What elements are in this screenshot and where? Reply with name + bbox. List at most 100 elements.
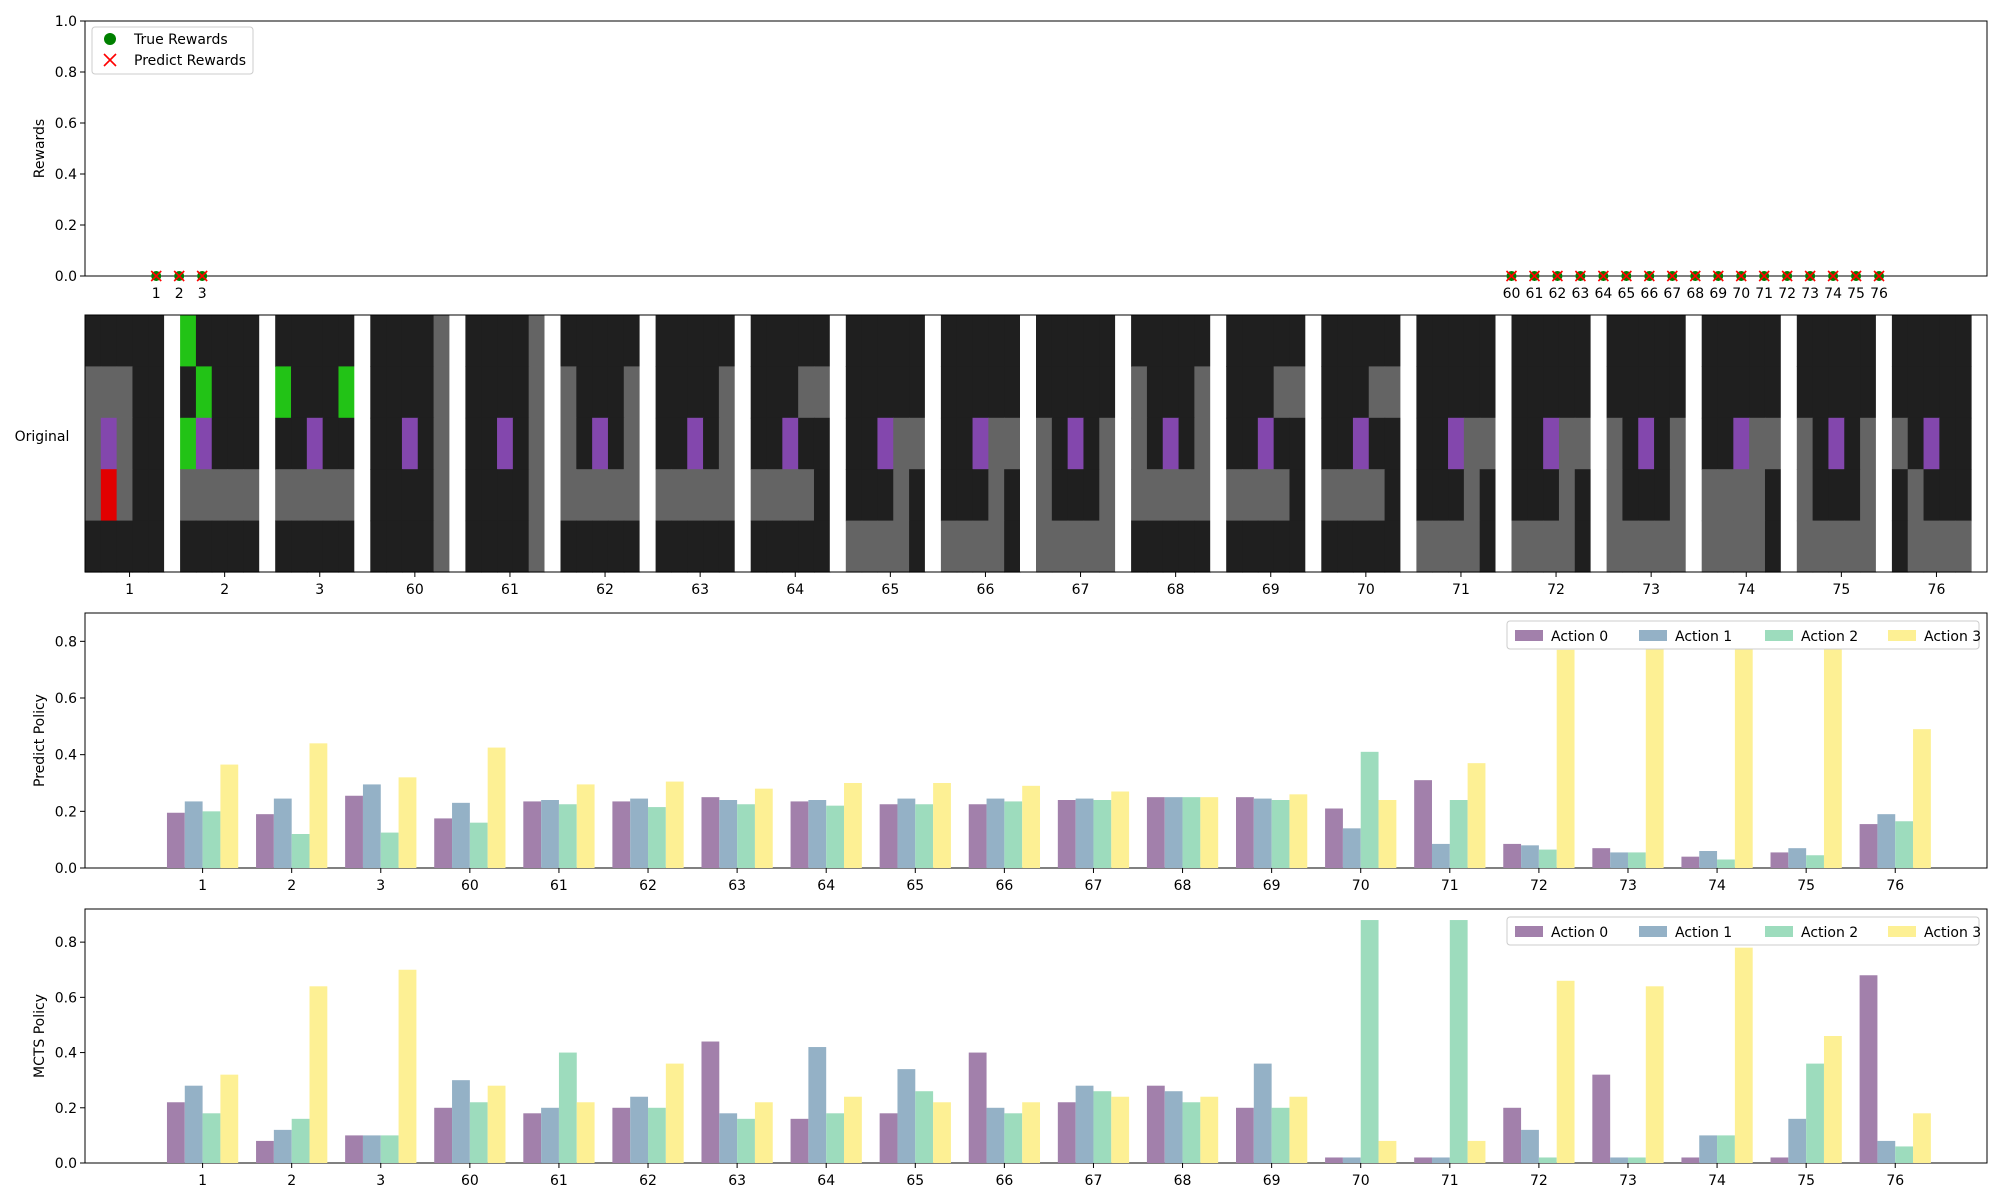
legend-true-rewards-marker [104, 33, 116, 45]
grid-cell [940, 315, 958, 367]
grid-cell [1099, 315, 1116, 367]
grid-cell [1226, 520, 1243, 573]
grid-cell [116, 469, 134, 522]
rewards-ytick-label: 0.8 [55, 65, 77, 81]
grid-cell [1242, 417, 1259, 470]
grid-cell [1749, 520, 1766, 573]
mcts-bar [523, 1113, 542, 1163]
grid-cell [211, 469, 229, 522]
frame-1 [85, 315, 165, 573]
legend-predict-rewards-marker [103, 53, 117, 67]
rewards-ytick-label: 1.0 [55, 14, 77, 30]
grid-cell [1384, 315, 1401, 367]
grid-cell [576, 417, 593, 470]
predict-reward-point [1574, 270, 1586, 282]
grid-cell [1178, 366, 1195, 419]
rewards-legend-box [91, 26, 254, 75]
grid-cell [718, 417, 736, 470]
predict-xtick-label: 75 [1797, 878, 1815, 894]
grid-cell [1701, 520, 1719, 573]
grid-cell [1479, 469, 1497, 522]
grid-cell [1131, 315, 1148, 367]
predict-bar [915, 804, 934, 868]
grid-cell [861, 520, 879, 573]
grid-cell [1321, 417, 1338, 470]
grid-cell [655, 469, 673, 522]
grid-cell [1432, 366, 1449, 419]
grid-cell [528, 366, 546, 419]
predict-bar [612, 801, 631, 868]
grid-cell [180, 315, 197, 367]
grid-cell [1004, 315, 1021, 367]
predict-ytick-label: 0.8 [55, 634, 77, 650]
grid-cell [861, 469, 879, 522]
predict-xtick-label: 60 [461, 878, 479, 894]
predict-bar [487, 747, 506, 868]
mcts-bar [701, 1041, 720, 1163]
frame-xtick-label: 76 [1928, 582, 1946, 598]
grid-cell [1764, 366, 1782, 419]
grid-cell [465, 417, 482, 470]
mcts-bar [879, 1113, 898, 1163]
mcts-xtick-label: 72 [1530, 1173, 1548, 1189]
mcts-legend-swatch [1515, 926, 1543, 937]
grid-cell [1416, 469, 1433, 522]
grid-cell [1860, 417, 1877, 470]
grid-cell [180, 366, 197, 419]
predict-legend-label: Action 2 [1801, 629, 1858, 645]
grid-cell [1051, 469, 1069, 522]
frame-xtick-label: 73 [1642, 582, 1660, 598]
frame-separator [1305, 315, 1322, 572]
mcts-bar [630, 1096, 649, 1163]
grid-cell [1606, 315, 1624, 367]
grid-cell [1891, 469, 1909, 522]
predict-bar [1414, 780, 1432, 868]
mcts-bar [1431, 1157, 1450, 1163]
grid-cell [1638, 315, 1655, 367]
grid-cell [1891, 417, 1909, 470]
grid-cell [623, 366, 641, 419]
predict-xtick-label: 62 [639, 878, 657, 894]
grid-cell [1606, 520, 1624, 573]
mcts-xtick-label: 70 [1352, 1173, 1370, 1189]
grid-cell [1574, 315, 1592, 367]
grid-cell [132, 417, 149, 470]
grid-cell [909, 520, 926, 573]
grid-cell [607, 366, 625, 419]
mcts-legend: Action 0 Action 1 Action 2 Action 3 [1506, 916, 1981, 946]
frame-separator [1780, 315, 1797, 572]
rewards-xtick-label: 63 [1571, 286, 1589, 302]
rewards-xtick-label: 72 [1778, 286, 1796, 302]
mcts-bar [1734, 947, 1753, 1163]
frame-76 [1891, 315, 1972, 573]
grid-cell [1289, 366, 1306, 419]
mcts-legend-swatch [1765, 926, 1793, 937]
grid-cell [1764, 417, 1782, 470]
grid-cell [592, 417, 609, 470]
grid-cell [1701, 366, 1719, 419]
grid-cell [766, 520, 783, 573]
grid-cell [1352, 469, 1370, 522]
grid-cell [592, 366, 609, 419]
grid-cell [1654, 469, 1671, 522]
grid-cell [85, 469, 102, 522]
grid-cell [623, 417, 641, 470]
grid-cell [1907, 469, 1925, 522]
predict-bar [291, 834, 310, 868]
grid-cell [750, 315, 768, 367]
grid-cell [243, 366, 260, 419]
grid-cell [1099, 366, 1116, 419]
predict-bar [523, 801, 542, 868]
grid-cell [1194, 366, 1211, 419]
predict-bar [1022, 785, 1041, 868]
grid-cell [1749, 417, 1766, 470]
grid-cell [417, 417, 435, 470]
grid-cell [497, 520, 514, 573]
grid-cell [576, 315, 593, 367]
predict-reward-point [196, 270, 208, 282]
grid-cell [798, 520, 815, 573]
mcts-xtick-label: 67 [1085, 1173, 1103, 1189]
grid-cell [1432, 469, 1449, 522]
grid-cell [1479, 520, 1497, 573]
grid-cell [306, 366, 324, 419]
